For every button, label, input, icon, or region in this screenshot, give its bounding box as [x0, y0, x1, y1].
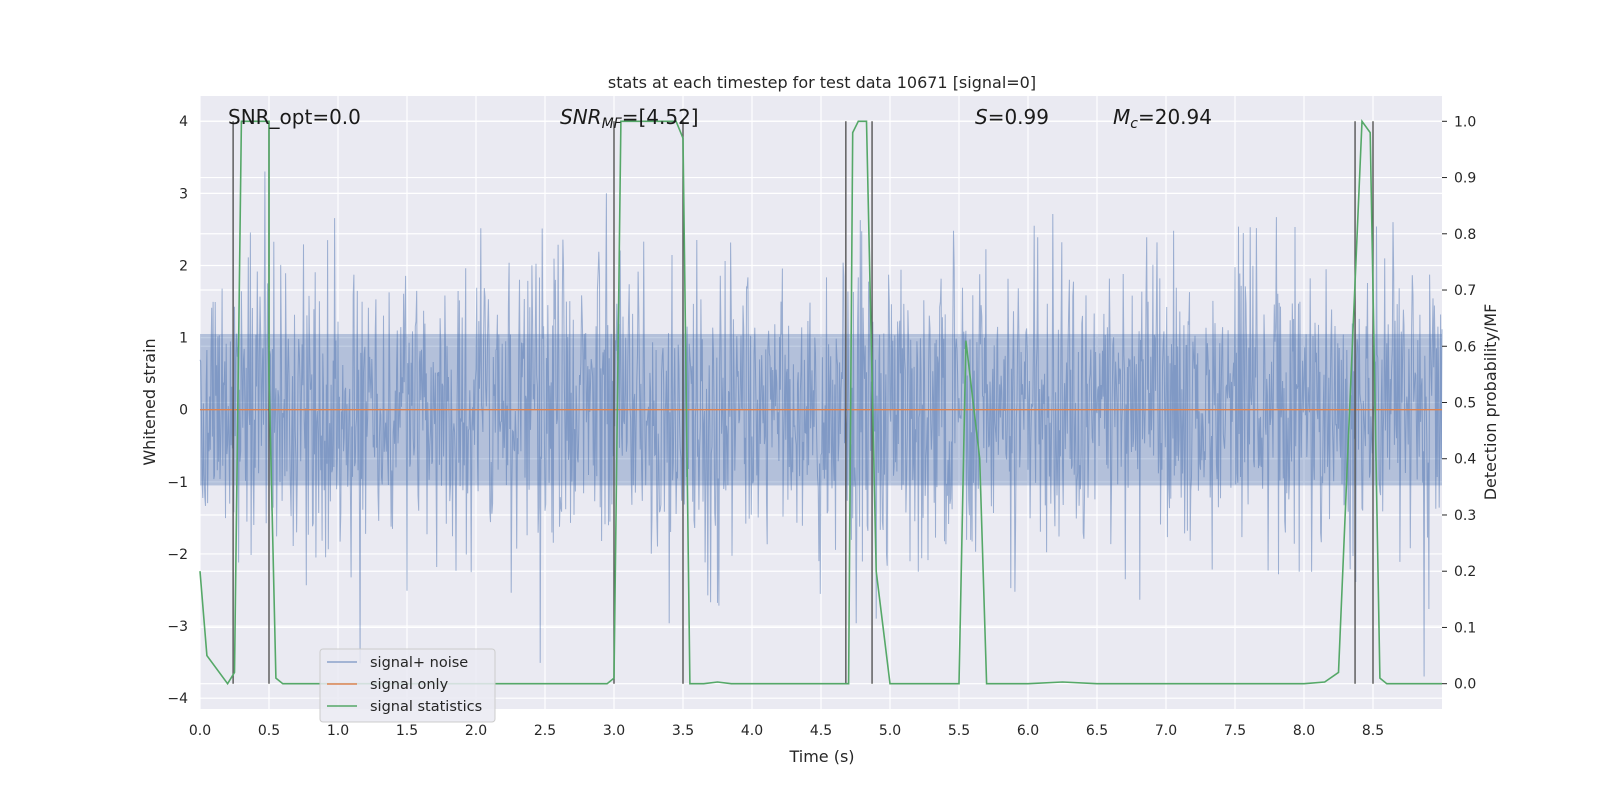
x-tick-label: 8.0 [1293, 723, 1315, 739]
y2-tick-label: 0.5 [1454, 396, 1476, 412]
legend: signal+ noise signal only signal statist… [319, 648, 496, 723]
annotation-mc-value: =20.94 [1138, 105, 1212, 129]
legend-box [319, 648, 496, 723]
x-tick-label: 4.5 [810, 723, 832, 739]
noise-line [199, 171, 1443, 677]
y2-tick-label: 0.1 [1454, 620, 1476, 636]
annotation-s-value: =0.99 [988, 105, 1049, 129]
y2-tick-label: 0.2 [1454, 564, 1476, 580]
y2-tick-labels: 1.0 0.9 0.8 0.7 0.6 0.5 0.4 0.3 0.2 0.1 0.0 [1442, 114, 1476, 693]
x-tick-label: 5.5 [948, 723, 970, 739]
y2-tick-label: 0.3 [1454, 508, 1476, 524]
y-tick-label: 4 [179, 114, 188, 130]
annotation-mc: Mc=20.94 [1113, 105, 1212, 132]
x-tick-label: 8.5 [1362, 723, 1384, 739]
annotation-s: S=0.99 [975, 105, 1049, 129]
y2-tick-label: 0.6 [1454, 339, 1476, 355]
y-tick-label: −4 [167, 691, 188, 707]
x-tick-label: 7.5 [1224, 723, 1246, 739]
legend-label-noise: signal+ noise [370, 655, 468, 671]
x-tick-label: 6.5 [1086, 723, 1108, 739]
y2-tick-label: 1.0 [1454, 114, 1476, 130]
y-tick-label: 1 [179, 331, 188, 347]
x-axis-label: Time (s) [788, 747, 854, 766]
y-tick-label: −2 [167, 547, 188, 563]
y-tick-label: 3 [179, 186, 188, 202]
x-tick-label: 0.0 [189, 723, 211, 739]
x-tick-label: 2.5 [534, 723, 556, 739]
legend-label-stats: signal statistics [370, 699, 482, 715]
x-tick-label: 4.0 [741, 723, 763, 739]
x-tick-label: 5.0 [879, 723, 901, 739]
y-tick-labels: 4 3 2 1 0 −1 −2 −3 −4 [167, 114, 188, 707]
y2-tick-label: 0.8 [1454, 227, 1476, 243]
annotation-mc-sub: c [1130, 116, 1138, 132]
annotation-s-main: S [975, 105, 988, 129]
annotation-mc-main: M [1113, 105, 1130, 129]
y2-axis-label: Detection probability/MF [1481, 304, 1500, 501]
y2-tick-label: 0.0 [1454, 677, 1476, 693]
y-axis-label: Whitened strain [140, 338, 159, 465]
annotation-snr-mf-sub: MF [602, 116, 623, 132]
annotation-snr-mf-value: =[4.52] [622, 105, 699, 129]
annotation-snr-opt: SNR_opt=0.0 [228, 105, 361, 129]
x-tick-label: 3.0 [603, 723, 625, 739]
y2-tick-label: 0.4 [1454, 452, 1476, 468]
grid-lines [199, 96, 1442, 709]
x-tick-labels: 0.0 0.5 1.0 1.5 2.0 2.5 3.0 3.5 4.0 4.5 5.0 5.5 6.0 6… [189, 723, 1384, 739]
x-tick-label: 1.5 [396, 723, 418, 739]
y-tick-label: 2 [179, 258, 188, 274]
x-tick-label: 2.0 [465, 723, 487, 739]
y2-tick-label: 0.9 [1454, 171, 1476, 187]
y-tick-label: 0 [179, 403, 188, 419]
y-tick-label: −3 [167, 619, 188, 635]
x-tick-label: 1.0 [327, 723, 349, 739]
x-tick-label: 7.0 [1155, 723, 1177, 739]
x-tick-label: 3.5 [672, 723, 694, 739]
annotation-snr-mf: SNRMF=[4.52] [560, 105, 699, 132]
y-tick-label: −1 [167, 475, 188, 491]
annotation-snr-mf-main: SNR [560, 105, 602, 129]
x-tick-label: 0.5 [258, 723, 280, 739]
x-tick-label: 6.0 [1017, 723, 1039, 739]
legend-label-signal: signal only [370, 677, 449, 693]
signal-statistics-line [199, 118, 1442, 686]
chart-title: stats at each timestep for test data 106… [608, 73, 1036, 92]
y2-tick-label: 0.7 [1454, 283, 1476, 299]
